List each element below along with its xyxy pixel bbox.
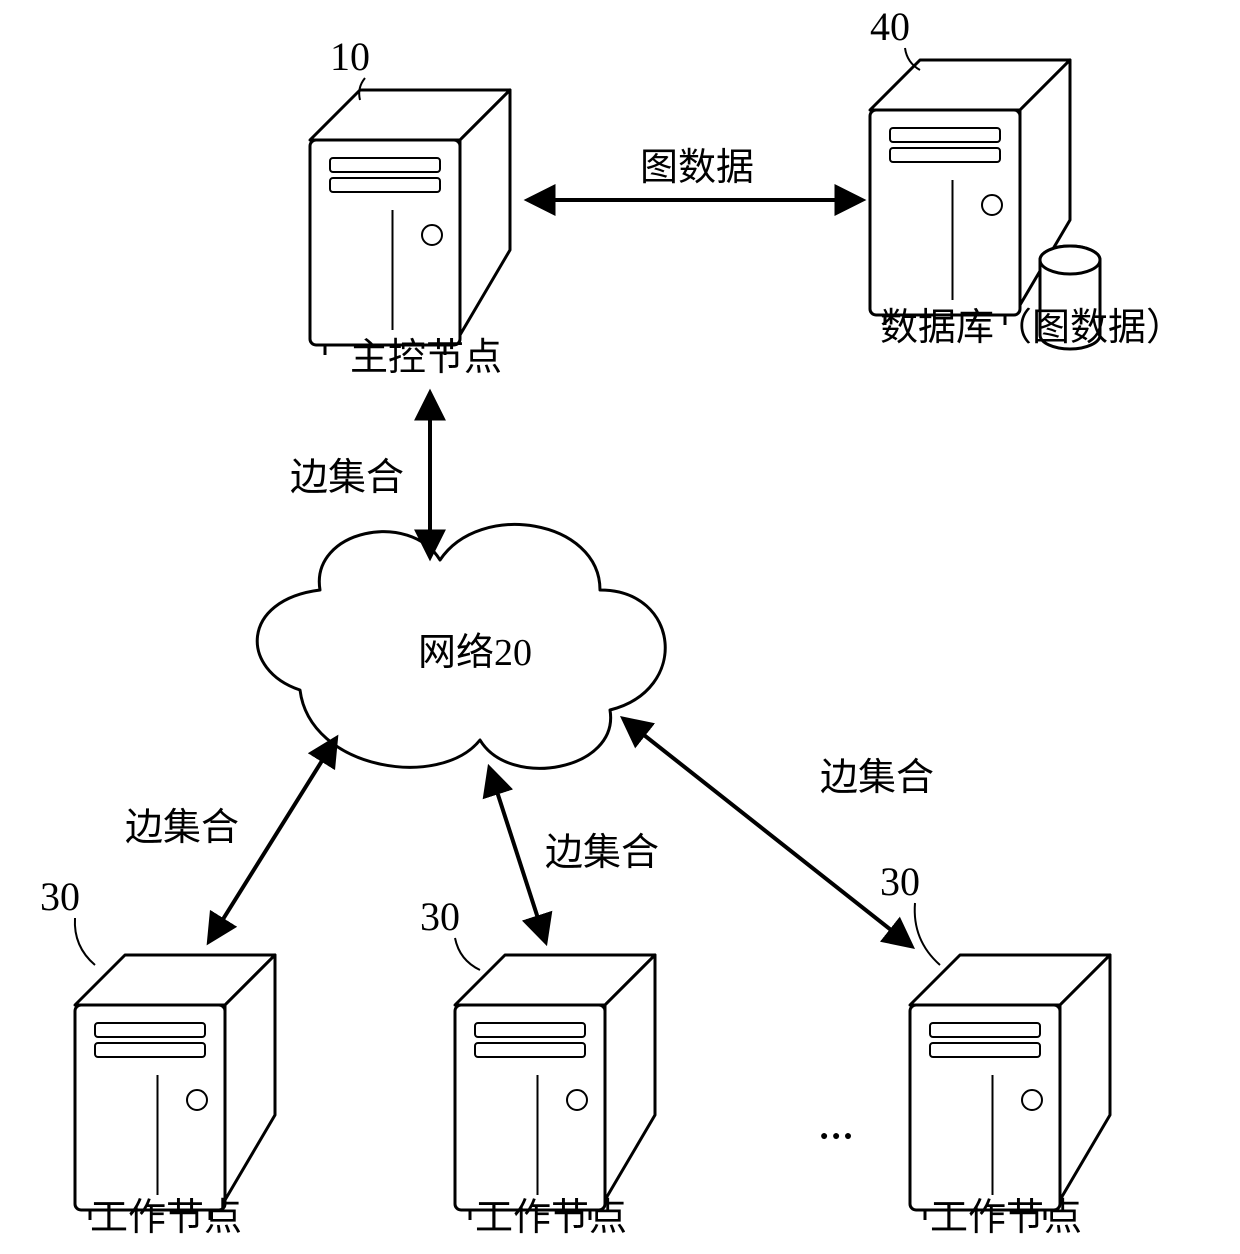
ellipsis: ● ● ● bbox=[820, 1129, 852, 1144]
edge-label: 边集合 bbox=[290, 457, 404, 499]
server-worker bbox=[455, 955, 655, 1220]
node-label: 工作节点 bbox=[930, 1197, 1082, 1239]
edge-label: 边集合 bbox=[545, 832, 659, 874]
node-id: 10 bbox=[330, 34, 370, 79]
node-label: 数据库（图数据） bbox=[880, 307, 1184, 349]
server-worker bbox=[910, 955, 1110, 1220]
node-label: 主控节点 bbox=[350, 337, 502, 379]
network-diagram: 10 主控节点 40 数据库（图数据） 网络20 30 工作节点 30 工作节点 30 工作节点 图数… bbox=[0, 0, 1240, 1254]
node-id: 30 bbox=[420, 894, 460, 939]
edge-arrow bbox=[490, 770, 545, 940]
leader-line bbox=[915, 903, 940, 965]
node-id: 30 bbox=[40, 874, 80, 919]
node-id: 40 bbox=[870, 4, 910, 49]
edge-label: 边集合 bbox=[820, 757, 934, 799]
leader-line bbox=[455, 938, 480, 970]
server-database bbox=[870, 60, 1100, 349]
server-worker bbox=[75, 955, 275, 1220]
node-id: 30 bbox=[880, 859, 920, 904]
node-label: 工作节点 bbox=[90, 1197, 242, 1239]
edge-label: 图数据 bbox=[640, 147, 754, 189]
server-master bbox=[310, 90, 510, 355]
cloud-label: 网络20 bbox=[418, 632, 532, 674]
leader-line bbox=[75, 918, 95, 965]
node-label: 工作节点 bbox=[475, 1197, 627, 1239]
edge-arrow bbox=[625, 720, 910, 945]
edge-label: 边集合 bbox=[125, 807, 239, 849]
